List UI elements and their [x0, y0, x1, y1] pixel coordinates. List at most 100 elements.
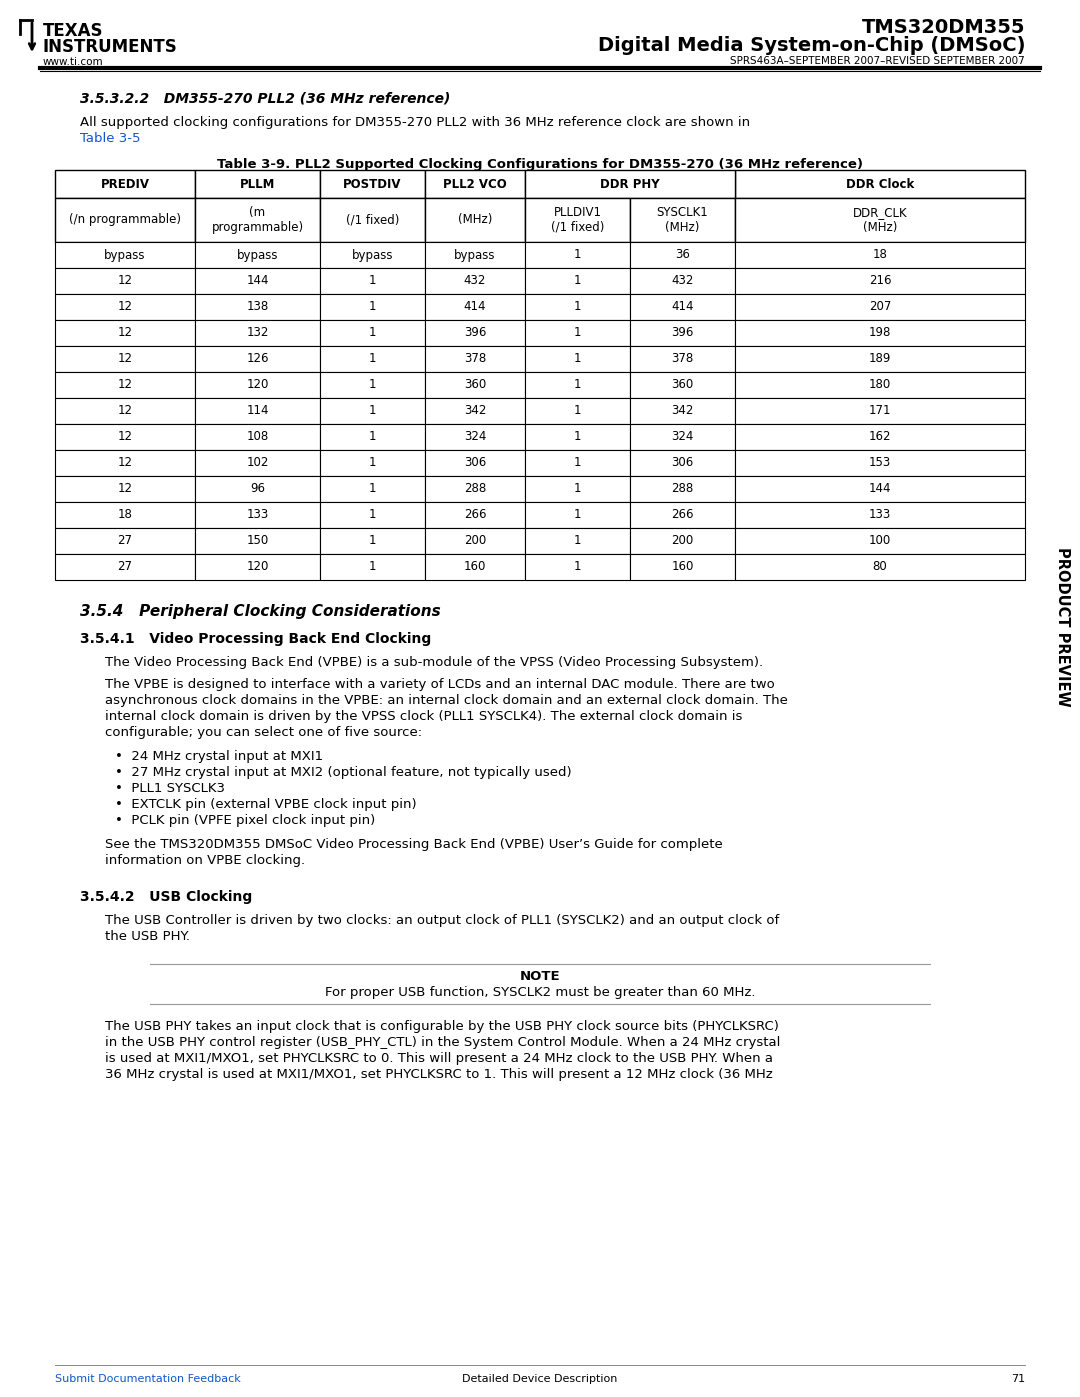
Text: 18: 18	[118, 509, 133, 521]
Bar	[426, 170, 525, 198]
Bar	[735, 476, 1025, 502]
Text: PLLDIV1
(/1 fixed): PLLDIV1 (/1 fixed)	[551, 205, 604, 235]
Bar	[735, 293, 1025, 320]
Bar	[426, 198, 525, 242]
Text: PLL2 VCO: PLL2 VCO	[443, 177, 507, 190]
Bar	[426, 425, 525, 450]
Bar	[735, 398, 1025, 425]
Bar	[525, 425, 630, 450]
Text: The USB PHY takes an input clock that is configurable by the USB PHY clock sourc: The USB PHY takes an input clock that is…	[105, 1020, 779, 1032]
Text: bypass: bypass	[352, 249, 393, 261]
Text: POSTDIV: POSTDIV	[343, 177, 402, 190]
Text: 432: 432	[672, 274, 693, 288]
Bar	[320, 170, 426, 198]
Bar	[735, 502, 1025, 528]
Text: is used at MXI1/MXO1, set PHYCLKSRC to 0. This will present a 24 MHz clock to th: is used at MXI1/MXO1, set PHYCLKSRC to 0…	[105, 1052, 773, 1065]
Text: 3.5.4.1   Video Processing Back End Clocking: 3.5.4.1 Video Processing Back End Clocki…	[80, 631, 431, 645]
Text: 1: 1	[573, 560, 581, 574]
Bar	[525, 528, 630, 555]
Text: PLLM: PLLM	[240, 177, 275, 190]
Text: •  PCLK pin (VPFE pixel clock input pin): • PCLK pin (VPFE pixel clock input pin)	[114, 814, 375, 827]
Bar	[55, 450, 195, 476]
Text: 200: 200	[464, 535, 486, 548]
Bar	[195, 320, 320, 346]
Text: 342: 342	[672, 405, 693, 418]
Bar	[525, 198, 630, 242]
Bar	[525, 346, 630, 372]
Bar	[195, 528, 320, 555]
Text: 396: 396	[463, 327, 486, 339]
Text: Digital Media System-on-Chip (DMSoC): Digital Media System-on-Chip (DMSoC)	[597, 36, 1025, 54]
Text: 150: 150	[246, 535, 269, 548]
Text: 160: 160	[672, 560, 693, 574]
Bar	[426, 398, 525, 425]
Bar	[55, 425, 195, 450]
Bar	[195, 372, 320, 398]
Text: 1: 1	[368, 274, 376, 288]
Bar	[630, 268, 735, 293]
Text: 360: 360	[672, 379, 693, 391]
Bar	[195, 170, 320, 198]
Bar	[320, 555, 426, 580]
Text: 1: 1	[368, 327, 376, 339]
Text: (/n programmable): (/n programmable)	[69, 214, 181, 226]
Text: 1: 1	[368, 300, 376, 313]
Text: 432: 432	[463, 274, 486, 288]
Bar	[195, 268, 320, 293]
Text: bypass: bypass	[105, 249, 146, 261]
Text: The Video Processing Back End (VPBE) is a sub-module of the VPSS (Video Processi: The Video Processing Back End (VPBE) is …	[105, 657, 764, 669]
Text: 266: 266	[672, 509, 693, 521]
Text: 414: 414	[463, 300, 486, 313]
Text: 102: 102	[246, 457, 269, 469]
Text: (/1 fixed): (/1 fixed)	[346, 214, 400, 226]
Bar	[630, 450, 735, 476]
Bar	[426, 346, 525, 372]
Text: 1: 1	[368, 509, 376, 521]
Text: 1: 1	[368, 352, 376, 366]
Bar	[55, 320, 195, 346]
Text: See the TMS320DM355 DMSoC Video Processing Back End (VPBE) User’s Guide for comp: See the TMS320DM355 DMSoC Video Processi…	[105, 838, 723, 851]
Text: 12: 12	[118, 352, 133, 366]
Text: www.ti.com: www.ti.com	[43, 57, 104, 67]
Bar	[195, 198, 320, 242]
Text: 1: 1	[573, 300, 581, 313]
Text: 138: 138	[246, 300, 269, 313]
Text: •  PLL1 SYSCLK3: • PLL1 SYSCLK3	[114, 782, 225, 795]
Text: 133: 133	[246, 509, 269, 521]
Text: PREDIV: PREDIV	[100, 177, 149, 190]
Text: in the USB PHY control register (USB_PHY_CTL) in the System Control Module. When: in the USB PHY control register (USB_PHY…	[105, 1037, 781, 1049]
Bar	[630, 320, 735, 346]
Text: 120: 120	[246, 379, 269, 391]
Text: 1: 1	[368, 379, 376, 391]
Text: 1: 1	[573, 457, 581, 469]
Bar	[735, 242, 1025, 268]
Bar	[55, 346, 195, 372]
Bar	[735, 372, 1025, 398]
Text: 1: 1	[573, 535, 581, 548]
Text: 378: 378	[464, 352, 486, 366]
Text: 414: 414	[672, 300, 693, 313]
Text: 80: 80	[873, 560, 888, 574]
Bar	[630, 372, 735, 398]
Bar	[195, 502, 320, 528]
Text: 1: 1	[368, 430, 376, 443]
Bar	[735, 320, 1025, 346]
Text: configurable; you can select one of five source:: configurable; you can select one of five…	[105, 726, 422, 739]
Text: 36 MHz crystal is used at MXI1/MXO1, set PHYCLKSRC to 1. This will present a 12 : 36 MHz crystal is used at MXI1/MXO1, set…	[105, 1067, 773, 1081]
Text: 378: 378	[672, 352, 693, 366]
Text: 12: 12	[118, 274, 133, 288]
Text: 1: 1	[573, 352, 581, 366]
Bar	[195, 242, 320, 268]
Bar	[320, 242, 426, 268]
Text: DDR Clock: DDR Clock	[846, 177, 914, 190]
Bar	[55, 398, 195, 425]
Text: 133: 133	[869, 509, 891, 521]
Text: 108: 108	[246, 430, 269, 443]
Text: 1: 1	[573, 249, 581, 261]
Bar	[320, 320, 426, 346]
Text: 288: 288	[672, 482, 693, 496]
Text: 12: 12	[118, 379, 133, 391]
Text: •  EXTCLK pin (external VPBE clock input pin): • EXTCLK pin (external VPBE clock input …	[114, 798, 417, 812]
Bar	[630, 293, 735, 320]
Bar	[55, 242, 195, 268]
